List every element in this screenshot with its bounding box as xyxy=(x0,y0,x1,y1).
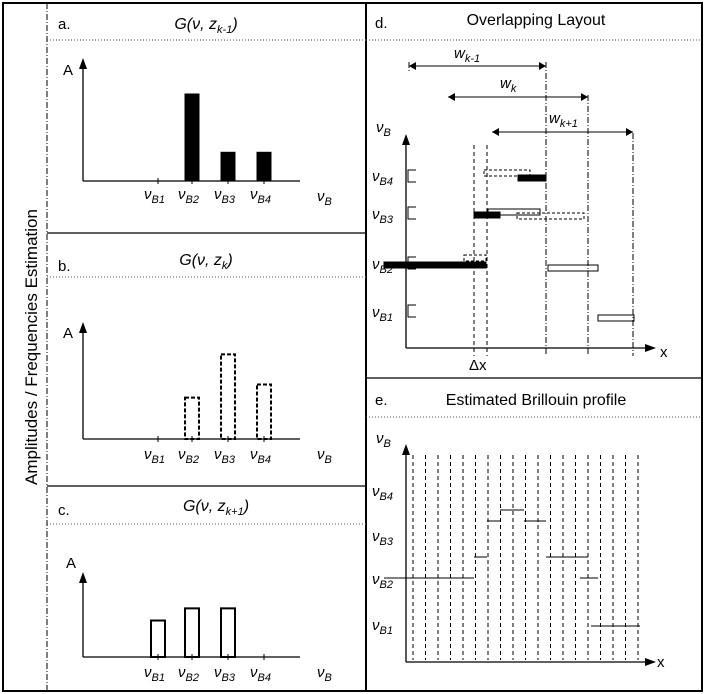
chart-b-x-label: νB xyxy=(317,446,332,466)
window-k-1-arrowhead-left xyxy=(409,62,416,70)
window-k-1-segment-b2 xyxy=(383,261,487,269)
panel-e-x-arrow xyxy=(645,658,656,666)
window-k+1-arrowhead-left xyxy=(492,128,499,136)
panel-d-x-arrow xyxy=(645,344,656,352)
bar-b2 xyxy=(184,607,200,658)
panel-a-letter: a. xyxy=(58,16,71,33)
panel-d-bracket-b1 xyxy=(407,304,416,318)
bar-b3 xyxy=(220,607,236,658)
delta-x-label: Δx xyxy=(469,357,487,374)
panel-e-y-label: νB xyxy=(376,430,391,450)
panel-b-title: G(ν, zk) xyxy=(179,252,233,272)
x-tick-label: νB3 xyxy=(214,664,236,684)
window-k-segment-b3 xyxy=(516,212,585,220)
x-tick-label: νB4 xyxy=(250,664,271,684)
panel-c-letter: c. xyxy=(58,502,70,519)
x-tick-label: νB2 xyxy=(178,664,199,684)
x-tick-label: νB1 xyxy=(144,186,165,206)
panel-d-y-label: νB xyxy=(376,119,391,139)
panel-d-bracket-b4 xyxy=(407,169,416,183)
chart-c: A νB νB1 νB2 νB3 νB4 xyxy=(66,555,332,684)
panel-d-title: Overlapping Layout xyxy=(467,12,606,29)
panel-d-letter: d. xyxy=(375,15,388,32)
window-k+1-segment-b3 xyxy=(487,208,541,216)
panel-b-letter: b. xyxy=(58,258,71,275)
window-k-label: wk xyxy=(500,75,517,95)
panel-d-tick-b3: νB3 xyxy=(372,206,394,226)
bar-b4 xyxy=(256,383,272,441)
panel-e-x-label: x xyxy=(657,654,665,671)
bar-b2 xyxy=(184,396,200,441)
x-tick-label: νB4 xyxy=(250,446,271,466)
panel-e-letter: e. xyxy=(375,392,388,409)
window-k+1-segment-b2 xyxy=(547,264,599,272)
panel-d-tick-b1: νB1 xyxy=(372,304,393,324)
window-k-segment-b4 xyxy=(483,169,531,177)
chart-a: A νB νB1 νB2 νB3 νB4 xyxy=(63,58,332,208)
chart-b-amplitude-label: A xyxy=(63,325,73,342)
bar-b3 xyxy=(220,151,236,182)
window-k+1-segment-b1 xyxy=(597,314,635,322)
chart-b: A νB νB1 νB2 νB3 νB4 xyxy=(63,322,332,466)
window-k-arrowhead-left xyxy=(448,93,455,101)
panel-e-tick-b1: νB1 xyxy=(372,617,393,637)
side-label: Amplitudes / Frequencies Estimation xyxy=(22,209,41,485)
chart-c-amplitude-label: A xyxy=(66,555,76,572)
panel-e-tick-b3: νB3 xyxy=(372,528,394,548)
panel-e-grid-lines xyxy=(412,455,639,660)
panel-e-tick-b2: νB2 xyxy=(372,571,393,591)
panel-a-title: G(ν, zk-1) xyxy=(174,16,237,36)
window-k-1-segment-b4 xyxy=(517,174,547,182)
x-tick-label: νB1 xyxy=(144,446,165,466)
panel-e: e. Estimated Brillouin profile x νB νB4 … xyxy=(372,392,665,671)
x-tick-label: νB4 xyxy=(250,186,271,206)
bar-b3 xyxy=(220,353,236,440)
chart-a-x-label: νB xyxy=(317,188,332,208)
panel-d: d. Overlapping Layout x νB νB4 νB3 νB2 ν… xyxy=(372,12,668,374)
x-tick-label: νB3 xyxy=(214,186,236,206)
chart-b-y-arrow xyxy=(79,322,87,333)
panel-e-profile xyxy=(384,509,640,627)
x-tick-label: νB3 xyxy=(214,446,236,466)
panel-e-y-arrow xyxy=(402,444,410,455)
x-tick-label: νB1 xyxy=(144,664,165,684)
panel-c-title: G(ν, zk+1) xyxy=(183,498,249,518)
bar-b1 xyxy=(150,619,166,659)
window-k+1-label: wk+1 xyxy=(549,110,578,130)
panel-d-bracket-b3 xyxy=(407,206,416,220)
bar-b2 xyxy=(184,93,200,182)
panel-d-y-arrow xyxy=(402,134,410,145)
chart-a-y-arrow xyxy=(79,58,87,69)
x-tick-label: νB2 xyxy=(178,446,199,466)
window-k+1-arrowhead-right xyxy=(626,128,633,136)
chart-c-x-label: νB xyxy=(317,664,332,684)
window-k-1-arrowhead-right xyxy=(539,62,546,70)
chart-c-y-arrow xyxy=(79,572,87,583)
window-k-1-label: wk-1 xyxy=(454,45,480,65)
window-k-segment-b2 xyxy=(463,254,487,262)
panel-d-tick-b4: νB4 xyxy=(372,168,393,188)
panel-d-x-label: x xyxy=(660,344,668,361)
bar-b4 xyxy=(256,151,272,182)
x-tick-label: νB2 xyxy=(178,186,199,206)
panel-a: a. G(ν, zk-1) xyxy=(58,16,238,36)
panel-e-tick-b4: νB4 xyxy=(372,483,393,503)
chart-a-amplitude-label: A xyxy=(63,62,73,79)
panel-e-title: Estimated Brillouin profile xyxy=(446,392,627,409)
window-k-arrowhead-right xyxy=(581,93,588,101)
panel-c: c. G(ν, zk+1) xyxy=(58,498,249,519)
panel-b: b. G(ν, zk) xyxy=(58,252,233,275)
